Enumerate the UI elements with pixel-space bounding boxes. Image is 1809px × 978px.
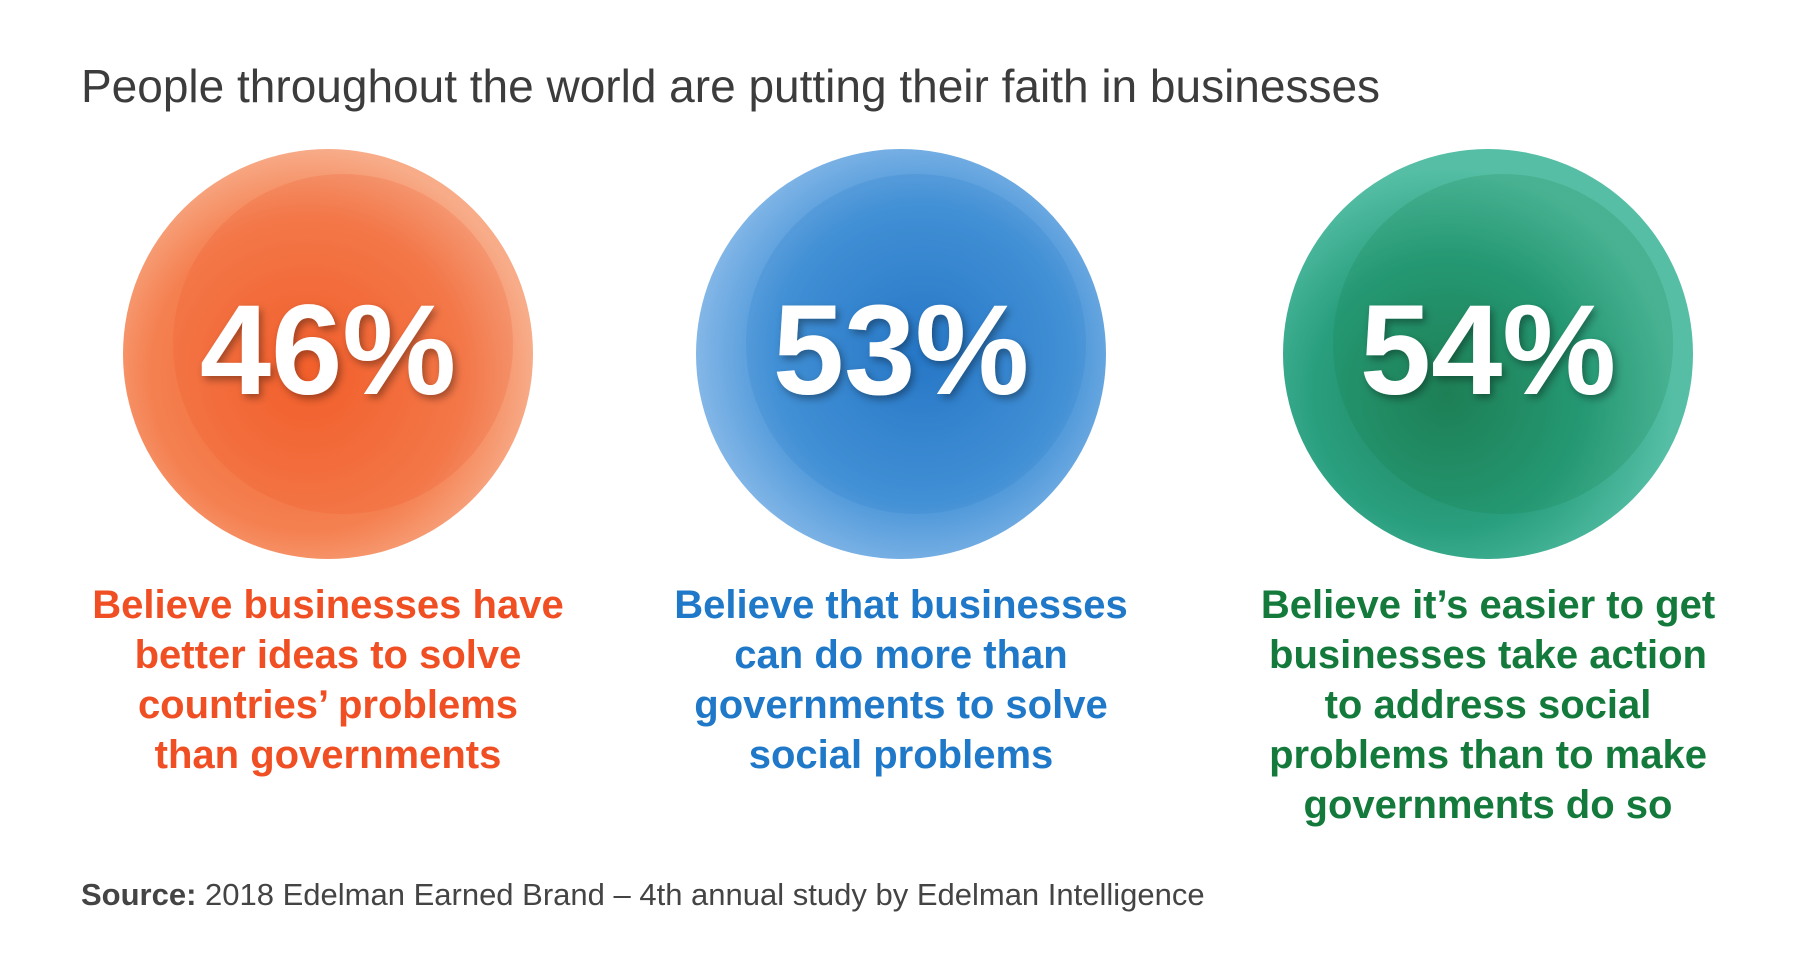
stat-description: Believe it’s easier to get (1261, 583, 1715, 627)
source-label: Source: (81, 877, 196, 912)
stat-description: social problems (749, 733, 1054, 777)
stat-description: to address social (1325, 683, 1652, 727)
source: Source: 2018 Edelman Earned Brand – 4th … (81, 877, 1205, 912)
stat-description: better ideas to solve (135, 633, 522, 677)
stat-figure: 54% (1360, 279, 1616, 422)
stat-description: than governments (155, 733, 502, 777)
stat-description: governments do so (1304, 783, 1673, 827)
stat-description: businesses take action (1269, 633, 1707, 677)
watercolor-circle (1283, 149, 1693, 559)
stat-description: Believe businesses have (92, 583, 563, 627)
watercolor-wash (746, 174, 1086, 514)
source-text: 2018 Edelman Earned Brand – 4th annual s… (205, 877, 1205, 912)
stat-description: can do more than (734, 633, 1067, 677)
stat-figure: 46% (200, 279, 456, 422)
stat-description: governments to solve (694, 683, 1107, 727)
title: People throughout the world are putting … (81, 60, 1380, 112)
watercolor-wash (173, 174, 513, 514)
stat-figure: 53% (773, 279, 1029, 422)
watercolor-wash (1333, 174, 1673, 514)
watercolor-circle (696, 149, 1106, 559)
stat-description: countries’ problems (138, 683, 518, 727)
stat-description: problems than to make (1269, 733, 1707, 777)
watercolor-circle (123, 149, 533, 559)
stat-description: Believe that businesses (674, 583, 1128, 627)
